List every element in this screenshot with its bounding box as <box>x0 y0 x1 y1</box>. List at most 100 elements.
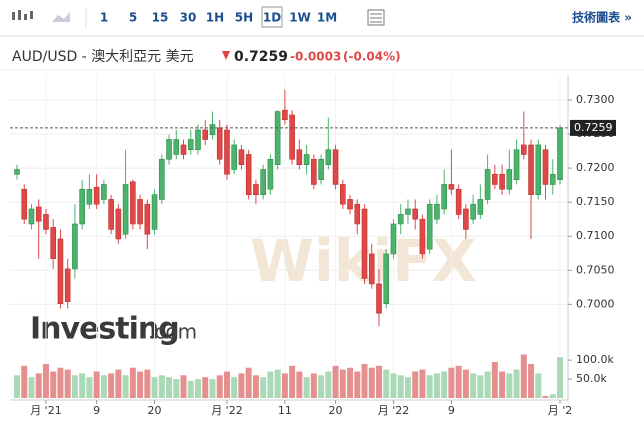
candle-body <box>506 169 513 190</box>
candle-body <box>347 199 353 210</box>
volume-bar <box>491 362 498 398</box>
candle-body <box>231 144 237 170</box>
candle-body <box>173 139 180 155</box>
volume-bar <box>14 375 20 398</box>
volume-bar <box>506 373 513 398</box>
candle-icon[interactable] <box>12 10 33 20</box>
volume-bar <box>535 373 542 398</box>
candle-body <box>383 253 390 304</box>
candle-body <box>202 129 209 140</box>
candle-body <box>180 144 187 155</box>
down-arrow <box>222 51 230 60</box>
candle-body <box>434 203 440 220</box>
y-tick-label: 0.7000 <box>576 297 615 310</box>
volume-bar <box>412 371 419 398</box>
candle-body <box>426 203 433 250</box>
volume-bar <box>202 377 209 398</box>
volume-bar <box>404 377 411 398</box>
change-percent: (-0.04%) <box>343 50 401 64</box>
y-tick-label: 0.7200 <box>576 161 615 174</box>
volume-bar <box>129 367 136 398</box>
interval-button[interactable]: 5H <box>235 11 253 25</box>
x-tick-label: 20 <box>329 404 343 417</box>
candle-body <box>35 206 42 222</box>
candle-body <box>260 169 266 195</box>
candle-body <box>361 208 368 279</box>
x-tick-label: 月 '21 <box>30 404 62 417</box>
volume-tick-label: 50.0k <box>576 372 607 385</box>
volume-bar <box>173 379 180 398</box>
volume-bar <box>361 363 368 398</box>
candle-body <box>325 149 332 166</box>
interval-button[interactable]: 1 <box>100 11 108 25</box>
volume-bar <box>332 365 339 398</box>
interval-button[interactable]: 1W <box>289 11 311 25</box>
candle-body <box>64 268 71 302</box>
volume-bar <box>354 371 361 398</box>
x-tick-label: 20 <box>148 404 162 417</box>
candle-body <box>166 139 172 160</box>
candle-body <box>21 188 28 220</box>
candle-body <box>79 188 85 225</box>
candle-body <box>528 144 534 195</box>
symbol: AUD/USD - 澳大利亞元 美元 <box>12 49 194 65</box>
volume-bar <box>108 373 115 398</box>
candle-body <box>368 253 375 285</box>
volume-bar <box>144 369 151 398</box>
candle-body <box>390 223 397 255</box>
volume-bar <box>238 373 245 398</box>
volume-bar <box>57 367 64 398</box>
volume-bar <box>245 367 252 398</box>
volume-bar <box>462 369 469 398</box>
candle-body <box>499 173 505 190</box>
volume-bar <box>310 373 317 398</box>
table-icon[interactable] <box>367 9 385 26</box>
interval-button[interactable]: 1H <box>206 11 224 25</box>
candle-body <box>448 184 455 190</box>
technical-link[interactable]: 技術圖表 » <box>572 10 632 25</box>
interval-button[interactable]: 1D <box>263 11 281 25</box>
volume-bar <box>426 375 433 398</box>
candle-body <box>419 218 426 255</box>
volume-bar <box>376 365 382 398</box>
interval-button[interactable]: 1M <box>317 11 337 25</box>
candle-body <box>405 208 411 215</box>
candle-body <box>151 194 158 230</box>
volume-bar <box>419 369 426 398</box>
candle-body <box>216 127 223 160</box>
candle-body <box>289 114 295 160</box>
candle-body <box>108 199 114 230</box>
volume-bar <box>267 371 274 398</box>
candle-body <box>492 173 498 185</box>
area-icon[interactable] <box>52 12 70 22</box>
selected-interval-box <box>261 6 283 28</box>
volume-bar <box>484 371 491 398</box>
volume-bar <box>93 371 100 398</box>
candle-body <box>195 129 201 151</box>
candle-body <box>441 184 447 210</box>
volume-bar <box>216 375 223 398</box>
volume-bar <box>528 363 535 398</box>
candle-body <box>93 186 100 205</box>
volume-bar <box>470 373 477 398</box>
interval-button[interactable]: 30 <box>180 11 197 25</box>
candle-body <box>72 223 78 270</box>
volume-bar <box>441 371 448 398</box>
volume-bar <box>347 367 354 398</box>
volume-bar <box>289 365 296 398</box>
volume-bar <box>448 367 455 398</box>
interval-button[interactable]: 5 <box>129 11 137 25</box>
x-tick-label: 9 <box>448 404 455 417</box>
volume-bar <box>549 394 556 398</box>
interval-button[interactable]: 15 <box>152 11 169 25</box>
volume-bar <box>325 371 332 398</box>
candle-body <box>318 158 324 180</box>
volume-bar <box>209 379 216 398</box>
x-tick-label: 9 <box>93 404 100 417</box>
volume-bar <box>50 371 57 398</box>
volume-bar <box>100 375 107 398</box>
volume-bar <box>223 371 230 398</box>
candle-body <box>513 149 520 180</box>
candle-body <box>209 124 216 136</box>
